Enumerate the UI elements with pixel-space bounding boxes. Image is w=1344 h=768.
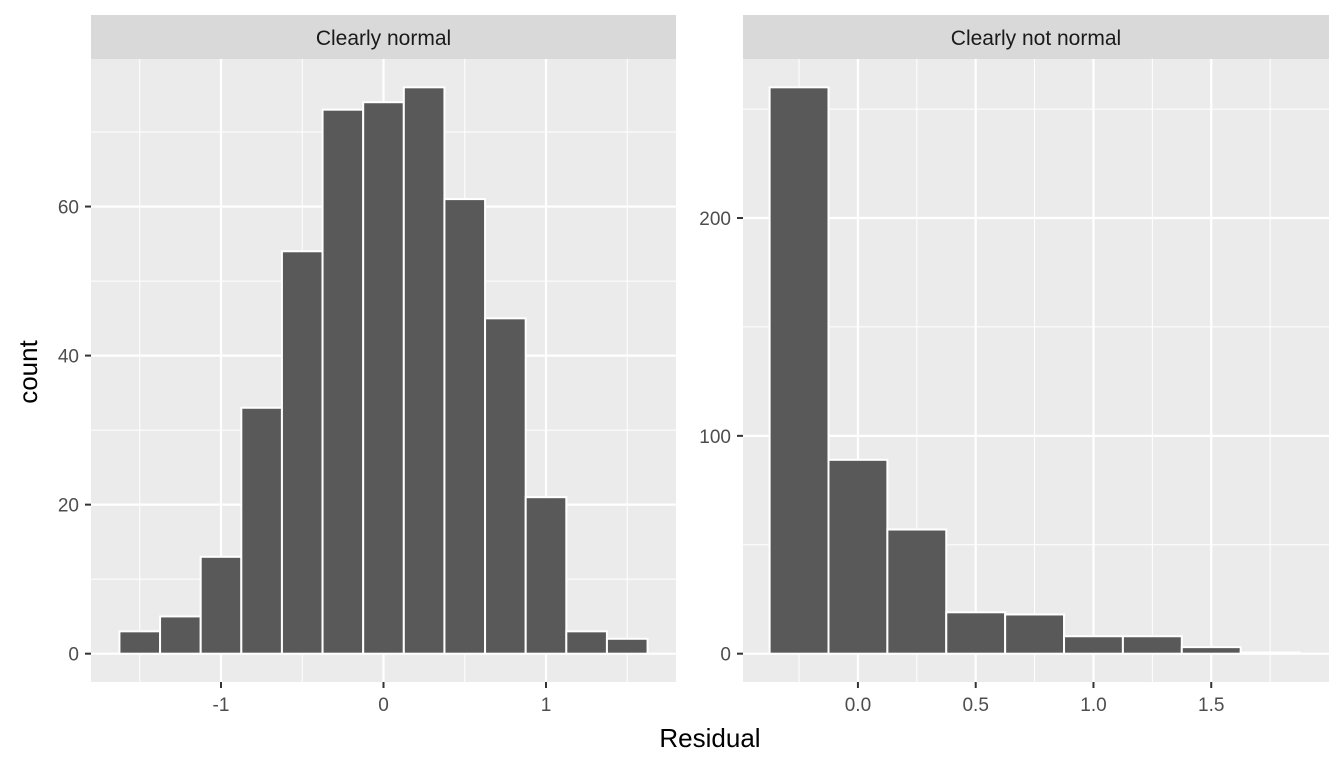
y-axis-title: count xyxy=(13,339,43,403)
histogram-bar xyxy=(605,637,649,655)
histogram-bar xyxy=(321,108,365,655)
histogram-bar xyxy=(484,317,527,655)
x-tick-label: 1.5 xyxy=(1198,695,1224,716)
histogram-bar xyxy=(159,615,202,655)
histogram-bar xyxy=(524,496,568,655)
histogram-bar xyxy=(1121,635,1183,655)
facet-strip xyxy=(743,15,1329,59)
histogram-bar xyxy=(1004,613,1066,655)
histogram-bar xyxy=(118,630,162,655)
facet-strip-label: Clearly not normal xyxy=(951,27,1121,50)
histogram-bar xyxy=(768,86,830,655)
histogram-bar xyxy=(565,630,608,655)
histogram-bar xyxy=(945,611,1007,655)
x-tick-label: -1 xyxy=(213,695,230,716)
histogram-bar xyxy=(402,86,446,655)
histogram-bar xyxy=(886,528,948,655)
y-tick-label: 0 xyxy=(68,645,79,666)
x-tick-label: 0 xyxy=(378,695,389,716)
x-tick-label: 1.0 xyxy=(1080,695,1106,716)
y-tick-label: 100 xyxy=(699,427,731,448)
x-tick-label: 0.0 xyxy=(845,695,871,716)
histogram-bar xyxy=(1063,635,1124,655)
histogram-bar xyxy=(1239,651,1301,655)
histogram-bar xyxy=(827,458,889,655)
x-tick-label: 0.5 xyxy=(962,695,988,716)
y-tick-label: 20 xyxy=(58,496,79,517)
histogram-bar xyxy=(280,250,324,655)
x-tick-label: 1 xyxy=(541,695,552,716)
histogram-bar xyxy=(240,406,283,655)
facet-strip-label: Clearly normal xyxy=(316,27,451,50)
y-tick-label: 40 xyxy=(58,347,79,368)
x-axis-title: Residual xyxy=(659,723,760,753)
y-tick-label: 0 xyxy=(720,645,731,666)
histogram-bar xyxy=(443,198,487,655)
y-tick-label: 200 xyxy=(699,209,731,230)
histogram-bar xyxy=(199,555,243,655)
facet-panel-clearly-not-normal: Clearly not normal 0.0 0.5 1.0 1.5 0 100 200 xyxy=(699,15,1329,716)
facet-strip xyxy=(91,15,676,59)
y-tick-label: 60 xyxy=(58,198,79,219)
histogram-bar xyxy=(362,101,405,655)
histogram-bar xyxy=(1180,646,1242,655)
